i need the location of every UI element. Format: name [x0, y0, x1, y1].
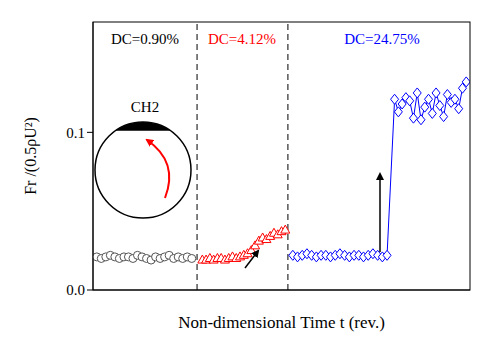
svg-text:Non-dimensional Time t (rev.): Non-dimensional Time t (rev.) [178, 313, 385, 332]
svg-text:Fr /(0.5ρU²): Fr /(0.5ρU²) [22, 117, 40, 195]
svg-text:0.0: 0.0 [66, 282, 85, 298]
svg-text:DC=4.12%: DC=4.12% [208, 31, 276, 47]
svg-text:0.1: 0.1 [66, 125, 85, 141]
svg-text:DC=24.75%: DC=24.75% [344, 31, 420, 47]
svg-text:DC=0.90%: DC=0.90% [111, 31, 179, 47]
svg-text:CH2: CH2 [131, 99, 159, 115]
